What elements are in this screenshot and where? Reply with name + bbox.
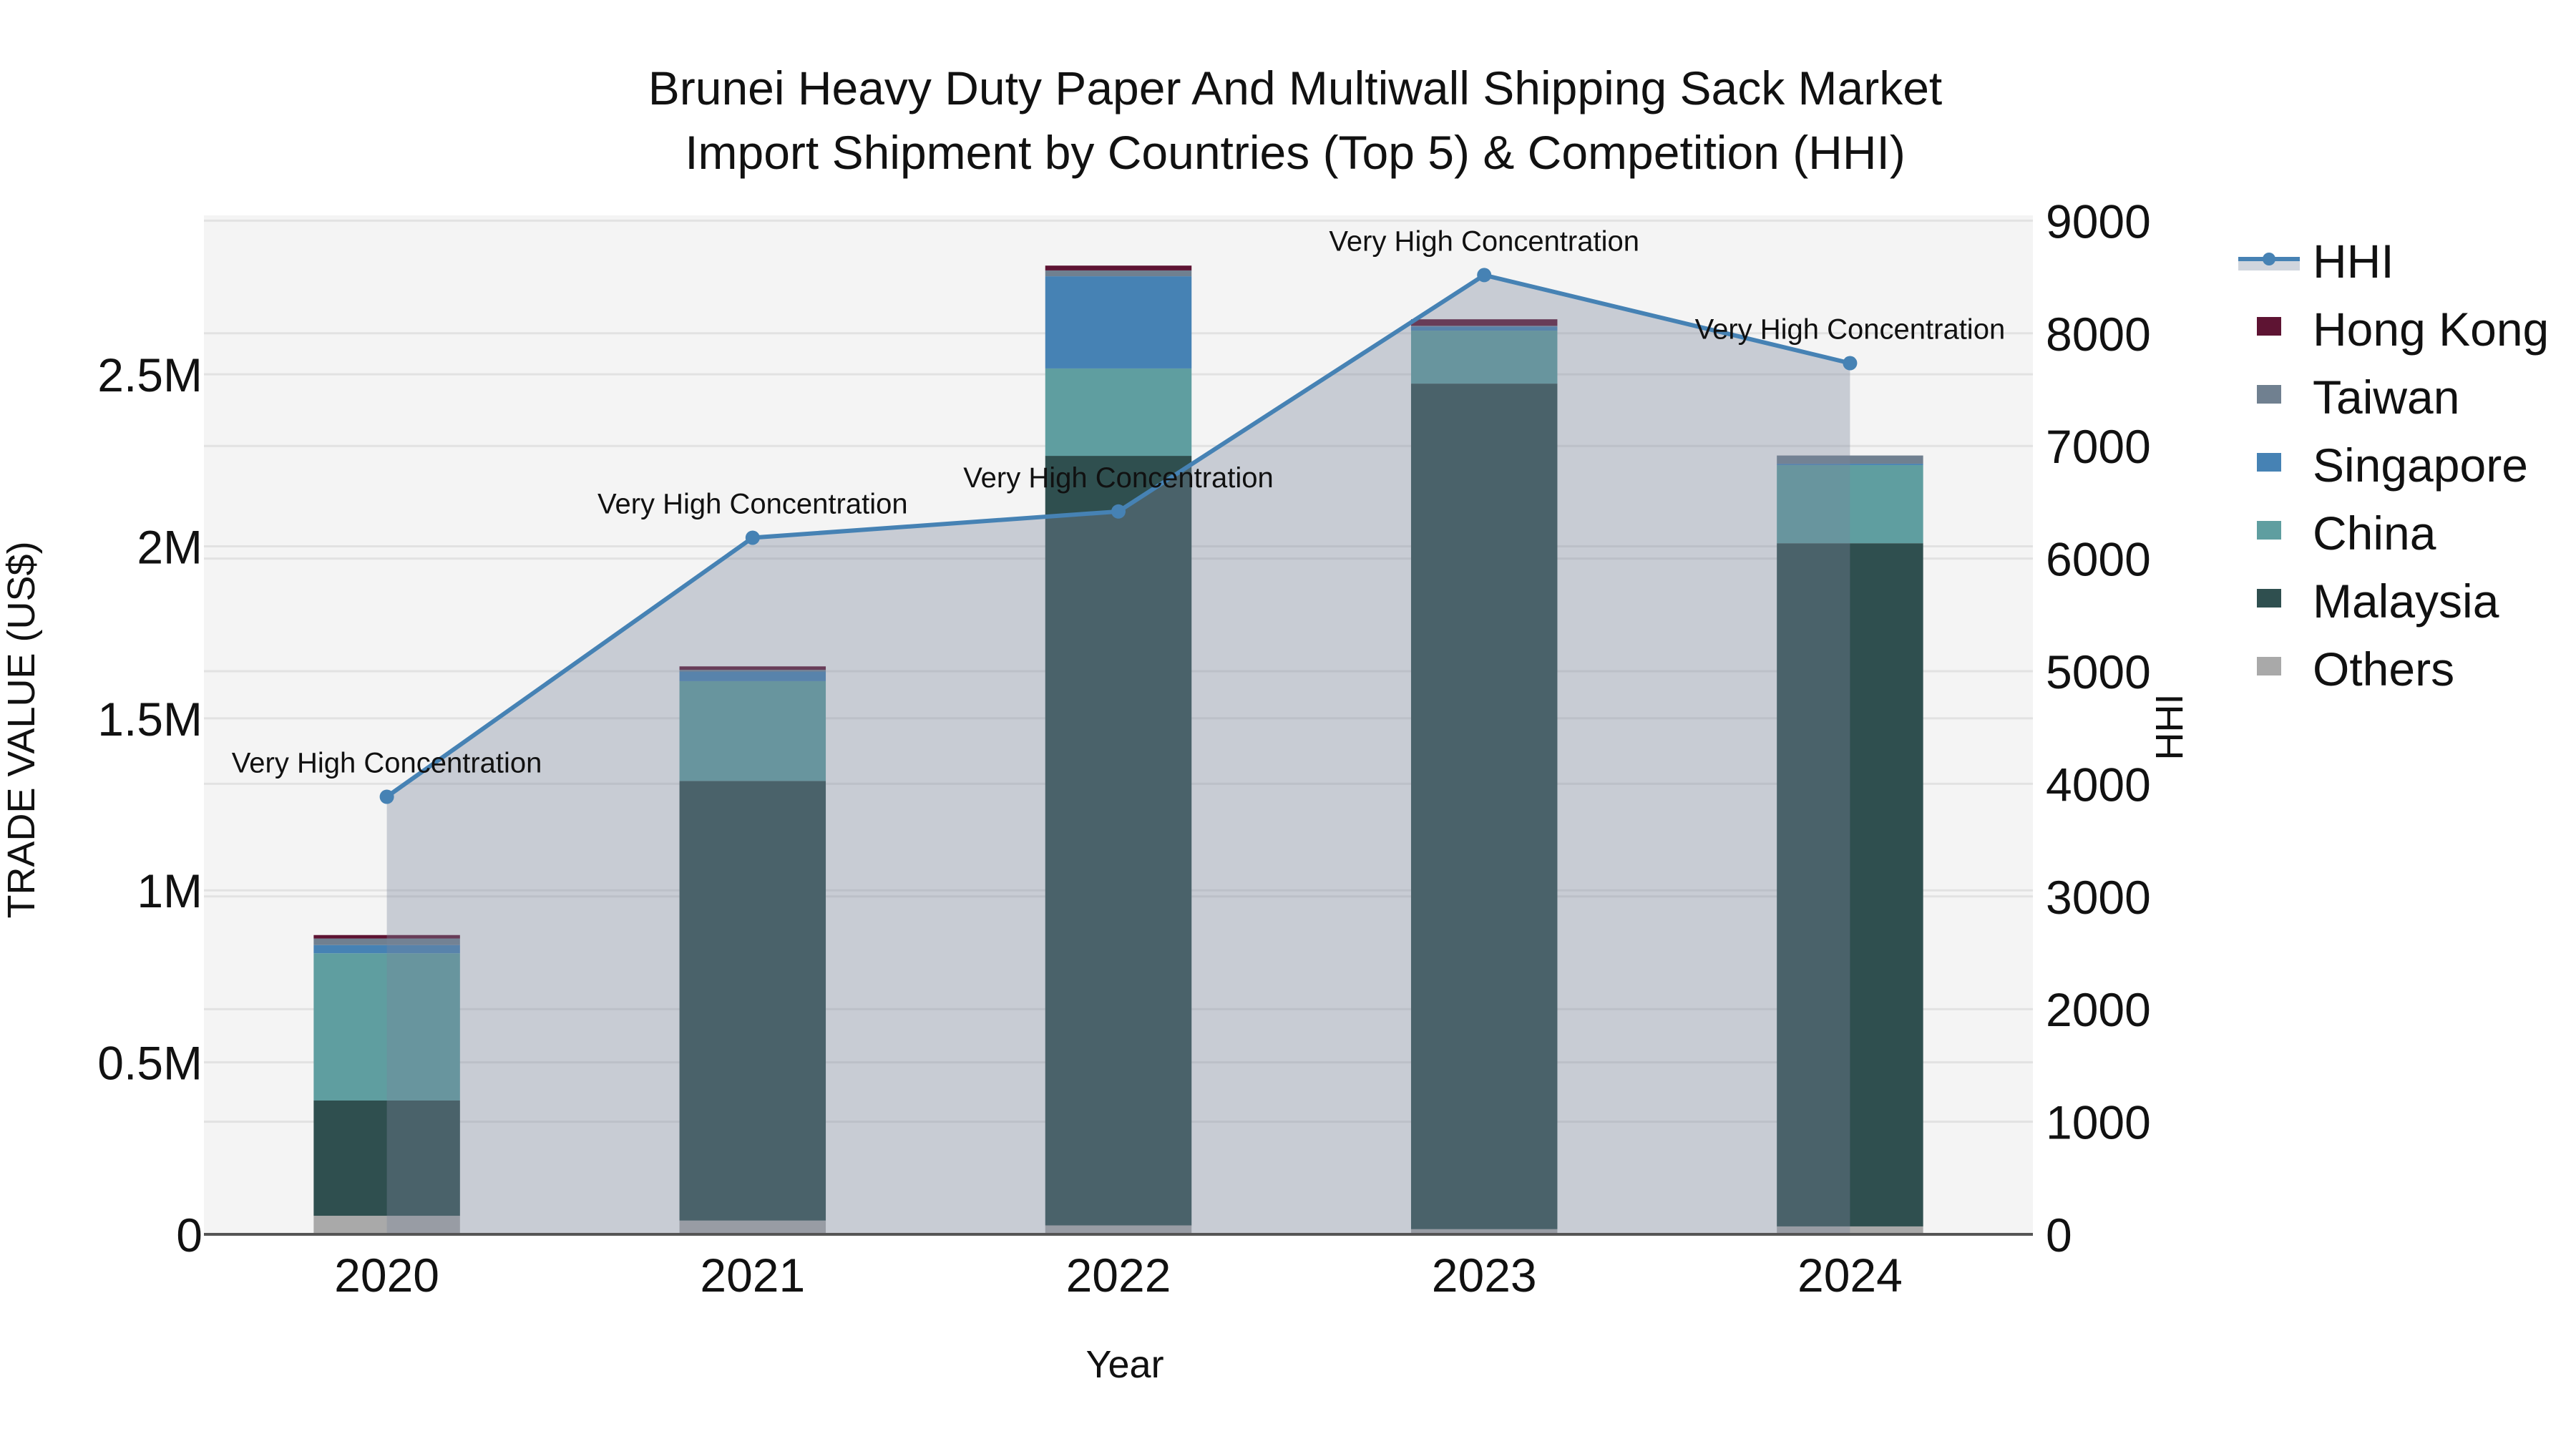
y-left-tick-label: 1M <box>137 864 203 917</box>
x-tick-label: 2024 <box>1797 1249 1903 1302</box>
stacked-bars <box>313 265 1923 1234</box>
y-right-tick-label: 8000 <box>2046 308 2151 361</box>
y-right-tick-label: 3000 <box>2046 871 2151 924</box>
bar-segment-china <box>313 953 460 1101</box>
bar-segment-others <box>313 1216 460 1234</box>
y-left-tick-label: 0 <box>176 1209 203 1262</box>
hhi-annotation: Very High Concentration <box>232 748 542 779</box>
bar-stack-2023 <box>1410 319 1558 1234</box>
y-right-tick-label: 6000 <box>2046 533 2151 586</box>
legend-item-hong-kong[interactable]: Hong Kong <box>2257 303 2549 356</box>
y-right-tick-label: 2000 <box>2046 983 2151 1036</box>
bar-segment-malaysia <box>1045 456 1192 1226</box>
legend-item-taiwan[interactable]: Taiwan <box>2257 371 2459 424</box>
hhi-annotation: Very High Concentration <box>597 488 908 519</box>
x-tick-label: 2023 <box>1432 1249 1537 1302</box>
bar-segment-hong-kong <box>313 935 460 939</box>
y-right-tick-label: 5000 <box>2046 645 2151 698</box>
legend-swatch-icon <box>2257 589 2281 608</box>
hhi-annotations: Very High Concentration Very High Concent… <box>232 225 2005 779</box>
legend-label: HHI <box>2313 235 2394 288</box>
bar-segment-hong-kong <box>679 666 826 670</box>
bar-segment-hong-kong <box>1045 265 1192 270</box>
bar-segment-singapore <box>1410 326 1558 331</box>
x-axis-title: Year <box>1085 1343 1163 1386</box>
bar-segment-malaysia <box>1777 543 1923 1226</box>
bar-segment-others <box>679 1220 826 1234</box>
bar-segment-singapore <box>1777 464 1923 466</box>
bar-stack-2020 <box>313 935 460 1234</box>
bar-segment-hong-kong <box>1410 319 1558 326</box>
bar-segment-singapore <box>1045 276 1192 369</box>
y-axis-left-title: TRADE VALUE (US$) <box>0 541 43 918</box>
bar-stack-2021 <box>679 666 826 1234</box>
y-right-tick-label: 1000 <box>2046 1096 2151 1149</box>
y-left-tick-label: 0.5M <box>97 1037 203 1090</box>
y-right-tick-label: 4000 <box>2046 758 2151 811</box>
hhi-marker <box>379 789 394 804</box>
bar-segment-taiwan <box>1045 270 1192 277</box>
y-axis-left-ticks: 0 0.5M 1M 1.5M 2M 2.5M <box>97 348 203 1262</box>
legend-swatch-icon <box>2257 521 2281 540</box>
x-tick-label: 2020 <box>334 1249 439 1302</box>
hhi-marker <box>745 530 760 545</box>
hhi-marker <box>1111 504 1126 519</box>
legend-item-malaysia[interactable]: Malaysia <box>2257 575 2499 628</box>
legend-label: Others <box>2313 643 2454 696</box>
bar-segment-malaysia <box>679 781 826 1221</box>
legend-swatch-icon <box>2257 453 2281 472</box>
y-left-tick-label: 2M <box>137 520 203 573</box>
bar-segment-singapore <box>313 945 460 954</box>
hhi-annotation: Very High Concentration <box>963 462 1274 494</box>
bar-segment-china <box>1777 465 1923 544</box>
legend-label: Malaysia <box>2313 575 2499 628</box>
bar-segment-china <box>1045 368 1192 457</box>
x-tick-label: 2022 <box>1066 1249 1171 1302</box>
hhi-marker <box>1843 356 1858 371</box>
bar-stack-2024 <box>1777 455 1923 1234</box>
legend-item-singapore[interactable]: Singapore <box>2257 439 2528 492</box>
bar-segment-others <box>1410 1229 1558 1234</box>
legend-swatch-icon <box>2257 317 2281 336</box>
y-right-tick-label: 0 <box>2046 1209 2072 1262</box>
bar-segment-others <box>1045 1225 1192 1234</box>
bar-segment-taiwan <box>679 670 826 672</box>
legend-item-hhi[interactable]: HHI <box>2238 235 2394 288</box>
hhi-annotation: Very High Concentration <box>1329 225 1639 257</box>
legend-item-others[interactable]: Others <box>2257 643 2454 696</box>
hhi-marker <box>1477 268 1492 283</box>
legend-swatch-icon <box>2257 385 2281 404</box>
legend-label: China <box>2313 507 2436 560</box>
bar-segment-malaysia <box>313 1100 460 1216</box>
hhi-markers <box>379 268 1858 804</box>
legend: HHI Hong Kong Taiwan Singapore China Malaysia… <box>2238 235 2549 696</box>
chart-title-line-2: Import Shipment by Countries (Top 5) & C… <box>685 126 1906 179</box>
hhi-area-fill <box>386 275 1850 1234</box>
bar-segment-singapore <box>679 671 826 681</box>
bar-segment-taiwan <box>313 938 460 945</box>
legend-item-china[interactable]: China <box>2257 507 2436 560</box>
bar-segment-taiwan <box>1777 455 1923 464</box>
legend-label: Singapore <box>2313 439 2528 492</box>
bar-segment-china <box>679 680 826 781</box>
bar-segment-others <box>1777 1226 1923 1234</box>
y-left-tick-label: 1.5M <box>97 693 203 746</box>
chart-title-line-1: Brunei Heavy Duty Paper And Multiwall Sh… <box>648 62 1943 114</box>
bar-segment-china <box>1410 331 1558 384</box>
bar-stack-2022 <box>1045 265 1192 1234</box>
y-right-tick-label: 7000 <box>2046 420 2151 473</box>
legend-marker-icon <box>2263 253 2275 265</box>
y-axis-right-title: HHI <box>2148 694 2191 761</box>
bar-segment-malaysia <box>1410 384 1558 1229</box>
x-tick-label: 2021 <box>700 1249 805 1302</box>
legend-label: Taiwan <box>2313 371 2459 424</box>
x-axis-ticks: 2020 2021 2022 2023 2024 <box>334 1249 1903 1302</box>
y-axis-right-ticks: 0 1000 2000 3000 4000 5000 6000 7000 8000 9000 <box>2046 195 2151 1262</box>
y-right-tick-label: 9000 <box>2046 195 2151 248</box>
legend-swatch-icon <box>2257 657 2281 675</box>
legend-label: Hong Kong <box>2313 303 2549 356</box>
y-left-tick-label: 2.5M <box>97 348 203 401</box>
hhi-annotation: Very High Concentration <box>1695 314 2006 346</box>
